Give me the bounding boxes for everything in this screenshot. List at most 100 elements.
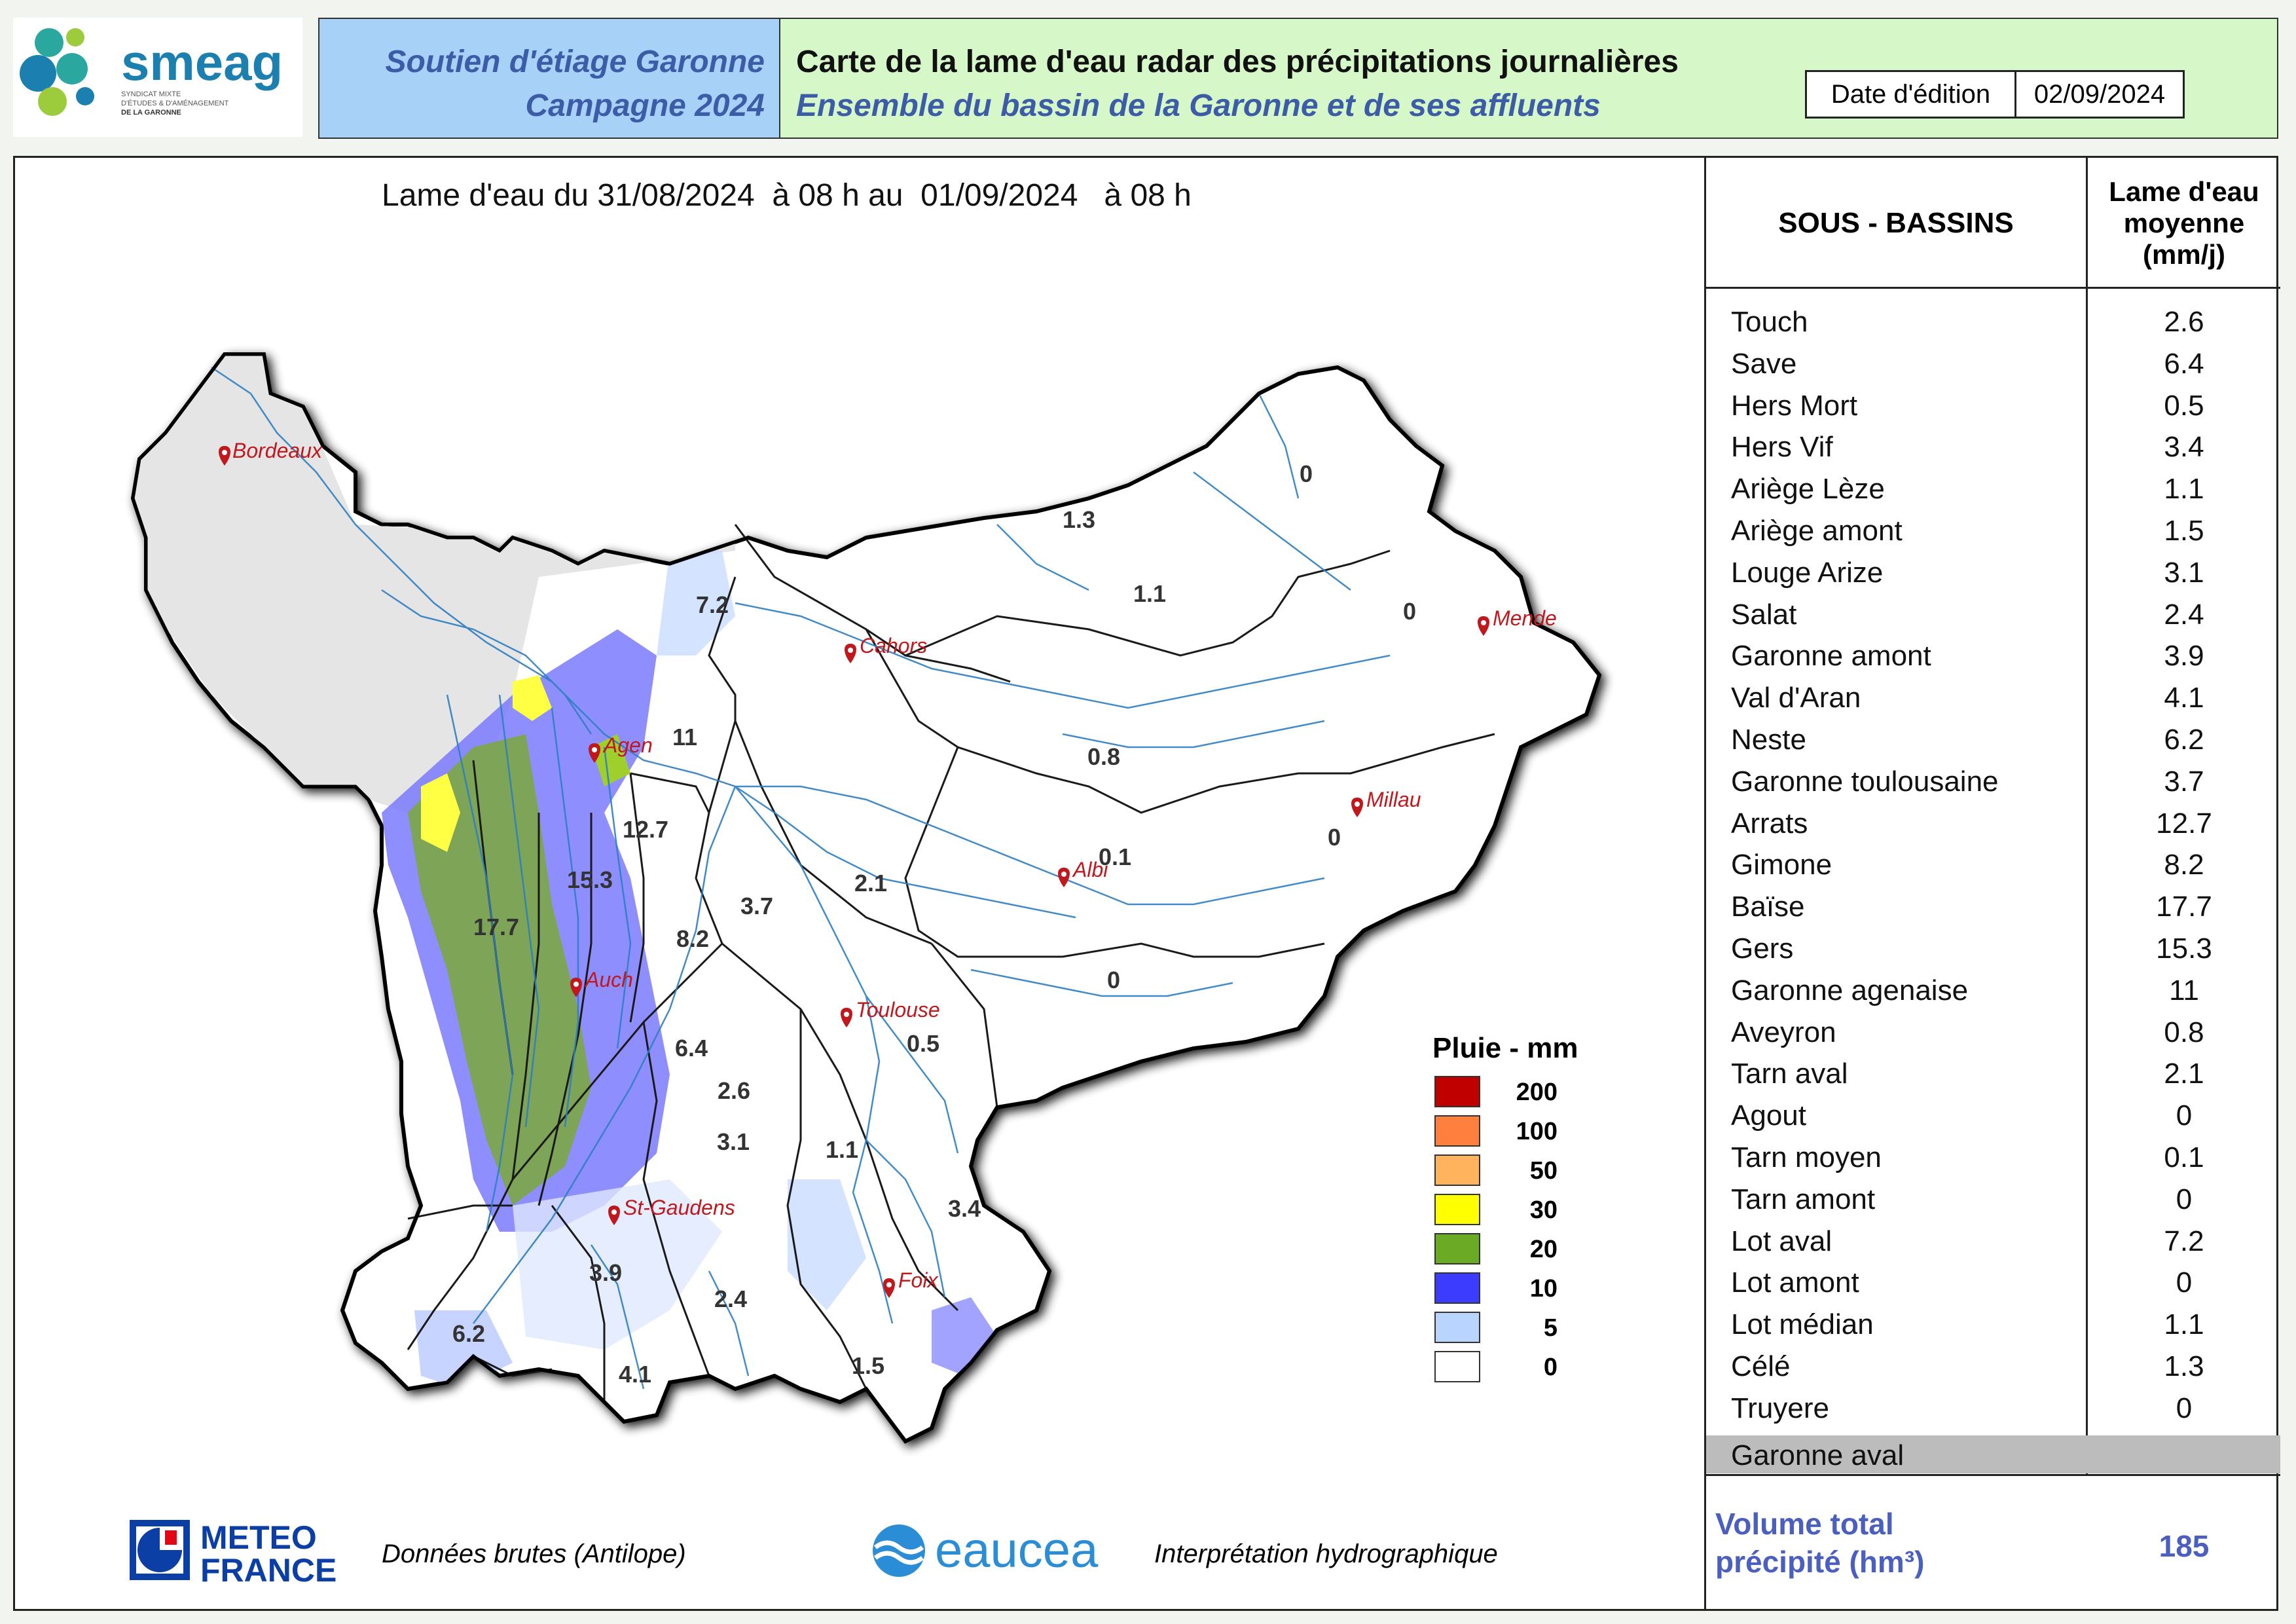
svg-text:D'ÉTUDES & D'AMÉNAGEMENT: D'ÉTUDES & D'AMÉNAGEMENT: [121, 99, 229, 107]
svg-text:METEO: METEO: [200, 1519, 317, 1556]
table-row: Lot aval 7.2: [1706, 1220, 2280, 1262]
city-marker: Agen: [589, 733, 653, 763]
sub-basin-name: Garonne amont: [1731, 640, 1931, 673]
table-row: Agout 0: [1706, 1094, 2280, 1136]
legend-item: 20: [1434, 1232, 1631, 1266]
table-row: Louge Arize 3.1: [1706, 551, 2280, 593]
sub-basin-value: 3.4: [2164, 431, 2204, 464]
campaign-year: Campagne 2024: [525, 88, 765, 123]
sub-basin-name: Tarn moyen: [1731, 1141, 1882, 1173]
basin-value: 7.2: [696, 591, 729, 618]
legend-item: 200: [1434, 1075, 1631, 1109]
table-row: Ariège Lèze 1.1: [1706, 468, 2280, 509]
basin-value: 1.1: [1133, 580, 1166, 607]
page-subtitle: Ensemble du bassin de la Garonne et de s…: [796, 88, 1601, 123]
table-row: Val d'Aran 4.1: [1706, 676, 2280, 718]
total-volume-label: Volume total précipité (hm³): [1715, 1507, 1925, 1579]
basin-value: 2.6: [718, 1077, 750, 1104]
sub-basin-name: Gers: [1731, 932, 1794, 965]
basin-value: 2.4: [714, 1285, 747, 1312]
sub-basin-name: Neste: [1731, 723, 1806, 756]
sub-basin-value: 0.5: [2164, 389, 2204, 422]
smeag-logo: smeag SYNDICAT MIXTE D'ÉTUDES & D'AMÉNAG…: [13, 18, 302, 137]
sub-basin-name: Lot médian: [1731, 1308, 1874, 1341]
sub-basin-value: 17.7: [2156, 891, 2212, 923]
sub-basin-name: Truyere: [1731, 1392, 1829, 1424]
sub-basin-name: Ariège amont: [1731, 514, 1903, 547]
legend-item: 50: [1434, 1153, 1631, 1187]
basin-value: 12.7: [623, 816, 668, 843]
basin-value: 0: [1403, 598, 1416, 625]
sub-basin-name: Gimone: [1731, 849, 1832, 881]
sub-basin-value: 1.3: [2164, 1350, 2204, 1382]
sub-basin-value: 11: [2169, 974, 2199, 1006]
legend-item: 10: [1434, 1271, 1631, 1305]
sub-basin-name: Célé: [1731, 1350, 1791, 1382]
basin-value: 17.7: [473, 913, 519, 940]
legend-item: 0: [1434, 1350, 1631, 1384]
basin-value: 3.9: [589, 1259, 622, 1286]
legend-value: 200: [1516, 1079, 1558, 1106]
city-marker: Auch: [570, 968, 633, 997]
sub-basin-value: 3.7: [2164, 765, 2204, 798]
sub-basin-value: 1.5: [2164, 514, 2204, 547]
sub-basin-value: 2.4: [2164, 598, 2204, 631]
city-marker: Albi: [1058, 858, 1108, 887]
table-rows: Touch 2.6 Save 6.4 Hers Mort 0.5 Hers Vif 3.4 Ar…: [1706, 301, 2280, 1473]
legend-item: 100: [1434, 1114, 1631, 1148]
legend-swatch: [1434, 1154, 1480, 1186]
legend-swatch: [1434, 1194, 1480, 1225]
basin-value: 11: [672, 724, 697, 750]
page-title: Carte de la lame d'eau radar des précipi…: [796, 45, 1679, 79]
total-volume: Volume total précipité (hm³) 185: [1706, 1474, 2280, 1609]
sub-basin-name: Garonne aval: [1731, 1439, 1904, 1471]
basin-value: 3.1: [717, 1128, 750, 1155]
svg-text:Cahors: Cahors: [860, 634, 927, 657]
sub-basin-value: 1.1: [2164, 473, 2204, 506]
sub-basin-value: 8.2: [2164, 849, 2204, 881]
table-row-garonne-aval: Garonne aval: [1706, 1435, 2280, 1473]
basin-value: 1.3: [1063, 506, 1095, 533]
table-row: Tarn amont 0: [1706, 1178, 2280, 1220]
legend-value: 20: [1529, 1236, 1558, 1263]
table-row: Baïse 17.7: [1706, 885, 2280, 927]
basin-value: 1.5: [852, 1352, 884, 1379]
svg-text:SYNDICAT MIXTE: SYNDICAT MIXTE: [121, 90, 181, 98]
basin-value: 6.4: [675, 1035, 708, 1061]
sub-basin-value: 0.8: [2164, 1016, 2204, 1048]
sub-basin-name: Lot amont: [1731, 1266, 1859, 1299]
sub-basin-name: Hers Vif: [1731, 431, 1833, 464]
legend-swatch: [1434, 1272, 1480, 1304]
basin-value: 6.2: [452, 1320, 485, 1347]
sub-basin-name: Garonne agenaise: [1731, 974, 1969, 1006]
program-name: Soutien d'étiage Garonne: [385, 45, 765, 79]
title-header: Carte de la lame d'eau radar des précipi…: [779, 18, 2278, 139]
basin-value: 3.7: [740, 893, 773, 919]
basin-value: 0.1: [1099, 843, 1131, 870]
sub-basin-name: Save: [1731, 347, 1797, 380]
eaucea-logo: eaucea: [866, 1515, 1141, 1590]
svg-text:Agen: Agen: [602, 733, 653, 757]
table-row: Gers 15.3: [1706, 927, 2280, 969]
sub-basin-value: 7.2: [2164, 1225, 2204, 1257]
city-marker: Bordeaux: [219, 439, 323, 466]
city-markers: Bordeaux Cahors Mende Agen Millau Albi A…: [219, 439, 1557, 1298]
svg-text:FRANCE: FRANCE: [200, 1552, 337, 1587]
table-row: Tarn aval 2.1: [1706, 1052, 2280, 1094]
sub-basin-value: 15.3: [2156, 932, 2212, 965]
sub-basin-name: Touch: [1731, 306, 1808, 338]
table-row: Lot médian 1.1: [1706, 1303, 2280, 1345]
table-row: Célé 1.3: [1706, 1345, 2280, 1387]
basin-value: 8.2: [676, 925, 709, 952]
svg-text:DE LA GARONNE: DE LA GARONNE: [121, 109, 181, 117]
sub-basin-name: Baïse: [1731, 891, 1805, 923]
city-marker: Foix: [883, 1268, 938, 1298]
basin-value: 0: [1328, 824, 1341, 851]
svg-text:Albi: Albi: [1072, 858, 1108, 881]
table-row: Lot amont 0: [1706, 1261, 2280, 1303]
sub-basin-table: SOUS - BASSINS Lame d'eau moyenne (mm/j) T…: [1704, 158, 2280, 1609]
basin-value: 4.1: [619, 1361, 651, 1388]
legend-value: 100: [1516, 1118, 1558, 1145]
sub-basin-name: Tarn amont: [1731, 1183, 1876, 1215]
table-row: Garonne agenaise 11: [1706, 969, 2280, 1011]
